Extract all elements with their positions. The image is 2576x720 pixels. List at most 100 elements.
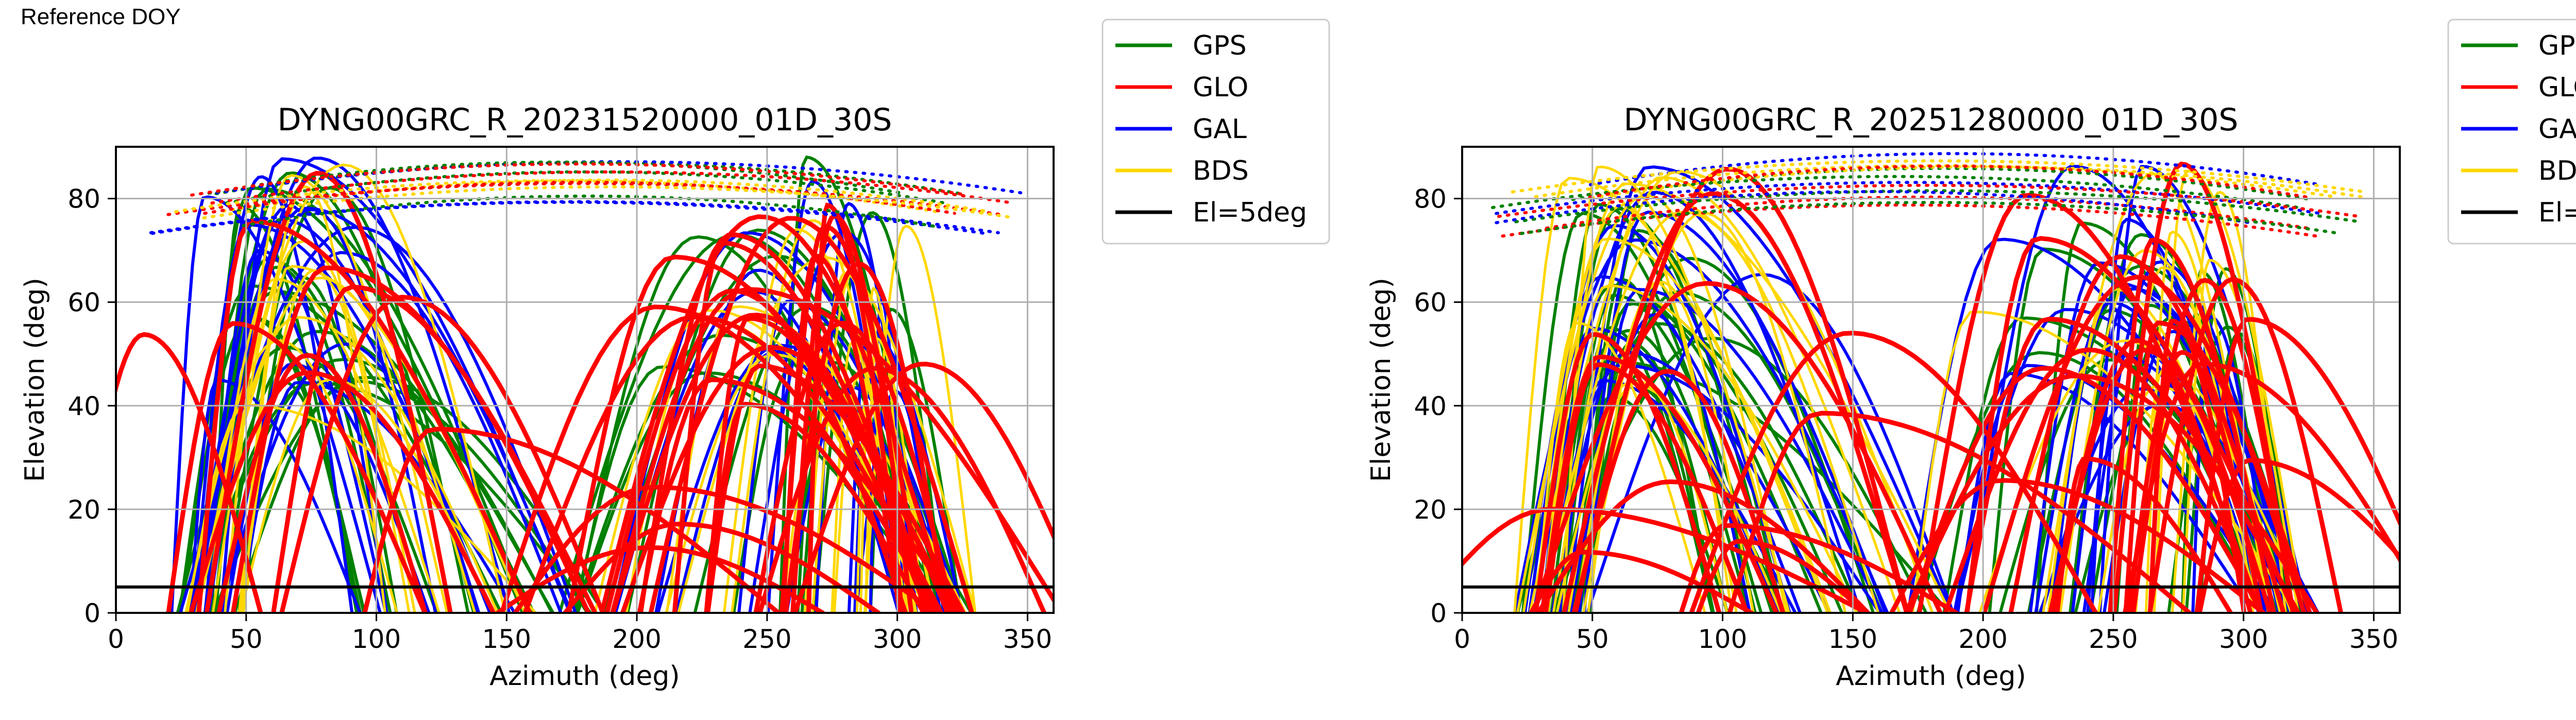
track-glo [604,288,908,613]
track-glo [2126,350,2264,613]
track-zenith-gps [1520,201,2342,235]
track-glo [648,216,974,613]
grid-lines [115,147,1054,614]
track-zenith-bds [222,178,988,213]
chart-title: DYNG00GRC_R_20231520000_01D_30S [278,102,892,138]
track-glo [1540,354,1779,613]
track-glo [779,224,926,613]
x-tick-label: 300 [873,624,922,654]
x-axis-label: Azimuth (deg) [489,661,680,692]
track-bds [1552,176,1901,613]
track-glo [1529,550,1754,613]
track-glo [1689,331,2098,613]
track-zenith-gal [1588,152,2321,186]
track-glo [1696,539,1868,613]
y-tick-label: 40 [67,391,100,421]
track-glo [705,363,966,613]
track-glo [704,316,930,613]
track-gal [1582,287,1884,613]
x-tick-label: 100 [1698,624,1747,654]
track-glo [1562,191,1909,613]
track-zenith-gps [1490,175,2300,209]
x-tick-label: 100 [352,624,401,654]
track-bds [1513,177,1829,613]
track-zenith-gps [233,194,941,229]
track-glo [1531,281,1943,613]
legend-label: GPS [1193,30,1247,61]
track-glo [216,353,428,613]
y-tick-label: 20 [1414,495,1447,525]
legend-label: BDS [1193,156,1249,186]
track-bds [1516,194,1788,613]
track-bds [242,265,527,613]
track-bds [1562,165,1790,613]
legend-label: GPS [2538,30,2576,61]
track-zenith-bds [1590,165,2369,200]
track-glo [2123,361,2400,613]
track-glo [610,287,1054,613]
y-tick-label: 20 [67,495,100,525]
track-glo [2131,278,2296,613]
track-gal [1566,165,1953,613]
satellite-tracks [1462,152,2400,613]
track-gal [1558,379,1797,613]
track-zenith-glo [166,182,1003,216]
track-gal [1586,272,1955,613]
track-glo [790,213,914,613]
x-tick-label: 200 [612,624,661,654]
track-glo [271,284,591,613]
legend-label: El=5deg [2538,197,2576,228]
legend: GPS GLO GAL BDS El=5deg [2447,19,2576,245]
plot-frame [1461,146,2401,614]
legend-box [1101,19,1330,245]
y-tick-label: 80 [67,184,100,214]
y-tick-label: 80 [1414,184,1447,214]
track-zenith-glo [203,180,956,215]
legend-label: GAL [2538,114,2576,145]
legend: GPS GLO GAL BDS El=5deg [1101,19,1330,245]
x-tick-label: 0 [1454,624,1470,654]
track-zenith-gal [1495,181,2323,215]
track-gps [1556,294,1774,613]
x-tick-label: 0 [108,624,124,654]
track-glo [196,218,532,613]
track-glo [499,304,940,613]
x-tick-label: 150 [482,624,531,654]
legend-box [2447,19,2576,245]
track-gal [1540,364,1882,613]
track-zenith-bds [1511,159,2366,194]
track-glo [1964,236,2297,613]
y-axis-label: Elevation (deg) [20,278,50,482]
track-zenith-bds [1534,164,2336,198]
track-zenith-gal [149,200,1000,234]
track-glo [2108,237,2276,613]
track-zenith-glo [190,162,970,197]
x-axis-label: Azimuth (deg) [1836,661,2026,692]
track-glo [1462,507,1869,613]
track-glo [2147,277,2344,613]
track-zenith-gal [1495,190,2251,225]
track-gal [1578,210,1887,613]
track-zenith-gps [1514,189,2362,224]
legend-label: GAL [1193,114,1247,145]
track-bds [184,339,399,613]
y-tick-label: 40 [1414,391,1447,421]
legend-label: El=5deg [1193,197,1307,228]
track-zenith-gps [207,160,904,195]
track-glo [1907,366,2265,613]
legend-label: GLO [1193,72,1248,103]
y-axis-ticks: 0 20 40 60 80 [1414,184,1462,628]
x-tick-label: 200 [1958,624,2007,654]
track-bds [1539,210,1880,613]
track-glo [1543,362,1750,613]
track-gps [195,171,476,613]
x-tick-label: 50 [230,624,263,654]
x-tick-label: 250 [2089,624,2138,654]
track-glo [599,214,952,613]
x-tick-label: 300 [2219,624,2268,654]
y-tick-label: 60 [1414,288,1447,318]
track-glo [116,332,263,613]
track-glo [2048,348,2273,613]
track-glo [783,261,949,613]
